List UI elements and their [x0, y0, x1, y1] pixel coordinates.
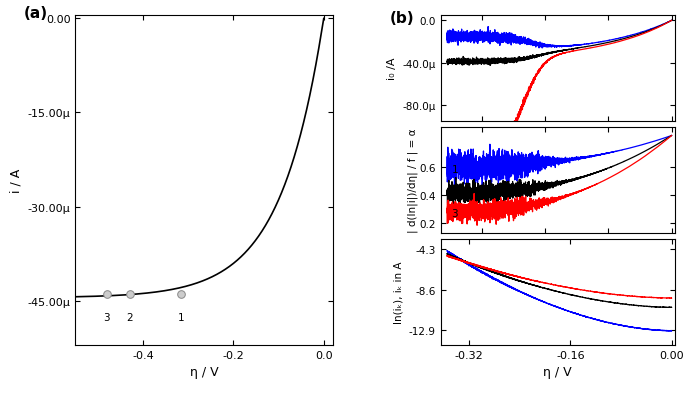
Text: 3: 3: [451, 208, 458, 218]
Text: 2: 2: [451, 187, 458, 197]
Y-axis label: i / A: i / A: [9, 168, 22, 192]
X-axis label: η / V: η / V: [543, 365, 572, 378]
Y-axis label: | d(ln|i|)/dη| / f | = α: | d(ln|i|)/dη| / f | = α: [408, 128, 418, 233]
Text: (b): (b): [389, 11, 414, 26]
Y-axis label: ln(iₖ), iₖ in A: ln(iₖ), iₖ in A: [393, 261, 403, 323]
Text: (a): (a): [24, 6, 48, 21]
Y-axis label: i₀ /A: i₀ /A: [387, 57, 397, 80]
Text: 2: 2: [126, 312, 133, 322]
Text: 1: 1: [178, 312, 185, 322]
X-axis label: η / V: η / V: [190, 365, 219, 378]
Text: 3: 3: [103, 312, 110, 322]
Text: 1: 1: [451, 165, 458, 175]
